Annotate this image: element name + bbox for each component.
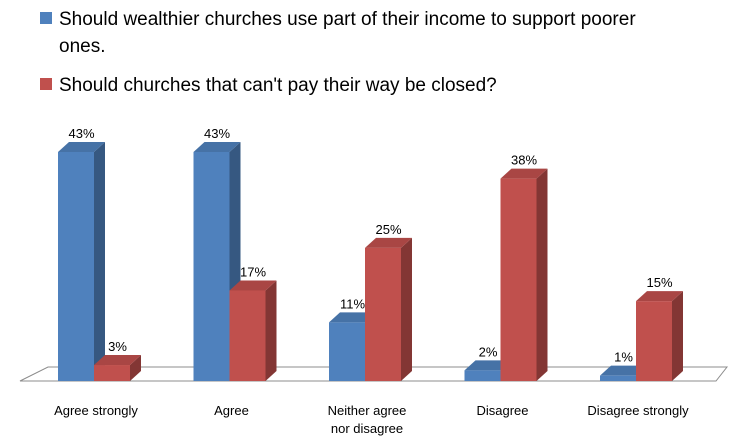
legend-swatch: [40, 78, 52, 90]
bar-1-1: [58, 142, 105, 381]
bar-side: [130, 355, 141, 381]
bar-top: [636, 291, 683, 302]
data-label: 43%: [68, 126, 94, 141]
data-label: 25%: [375, 222, 401, 237]
category-label: nor disagree: [331, 421, 403, 436]
bar-top: [58, 142, 105, 152]
category-label: Disagree: [476, 403, 528, 418]
bar-top: [464, 360, 512, 371]
category-label: Disagree strongly: [587, 403, 689, 418]
bar-front: [636, 301, 672, 381]
bar-2-1: [94, 355, 141, 381]
category-label: Agree: [214, 403, 249, 418]
bar-front: [365, 247, 401, 381]
bar-front: [600, 375, 636, 381]
bar-top: [600, 365, 647, 376]
bar-top: [94, 355, 141, 366]
data-label: 17%: [240, 264, 266, 279]
legend: Should wealthier churches use part of th…: [40, 9, 636, 96]
data-label: 38%: [511, 153, 537, 168]
legend-item-2: Should churches that can't pay their way…: [40, 75, 497, 96]
bar-2-3: [365, 237, 412, 381]
legend-label: Should churches that can't pay their way…: [59, 75, 497, 96]
category-label: Neither agree: [328, 403, 407, 418]
category-label: Agree strongly: [54, 403, 138, 418]
bar-front: [94, 365, 130, 381]
category-labels: Agree strongly Agree Neither agree nor disa…: [54, 403, 689, 436]
bar-2-4: [500, 168, 548, 381]
bar-top: [329, 312, 376, 323]
data-label: 11%: [340, 296, 365, 311]
data-label: 1%: [614, 350, 633, 365]
bar-top: [500, 168, 548, 179]
legend-item-1: Should wealthier churches use part of th…: [40, 9, 636, 57]
bar-side: [94, 142, 105, 381]
data-label: 15%: [646, 275, 672, 290]
bar-side: [265, 280, 277, 381]
bar-2-5: [636, 291, 683, 381]
data-label: 3%: [108, 339, 127, 354]
bar-top: [193, 142, 241, 152]
bar-top: [365, 237, 412, 248]
bar-front: [500, 178, 537, 381]
bar-top: [229, 280, 277, 291]
bar-side: [401, 237, 412, 381]
bar-side: [672, 291, 683, 381]
legend-swatch: [40, 12, 52, 24]
bar-side: [536, 168, 548, 381]
bar-front: [329, 322, 365, 381]
bar-front: [193, 152, 230, 381]
bar-front: [229, 290, 266, 381]
bar-2-2: [229, 280, 277, 381]
bar-front: [58, 152, 94, 381]
data-label: 2%: [479, 344, 498, 359]
bar-front: [464, 370, 501, 381]
data-label: 43%: [204, 126, 230, 141]
legend-label: ones.: [59, 36, 105, 57]
bars: [58, 142, 683, 381]
value-labels: 43% 3% 43% 17% 11% 25% 2% 38% 1% 15%: [68, 126, 672, 365]
legend-label: Should wealthier churches use part of th…: [59, 9, 636, 30]
